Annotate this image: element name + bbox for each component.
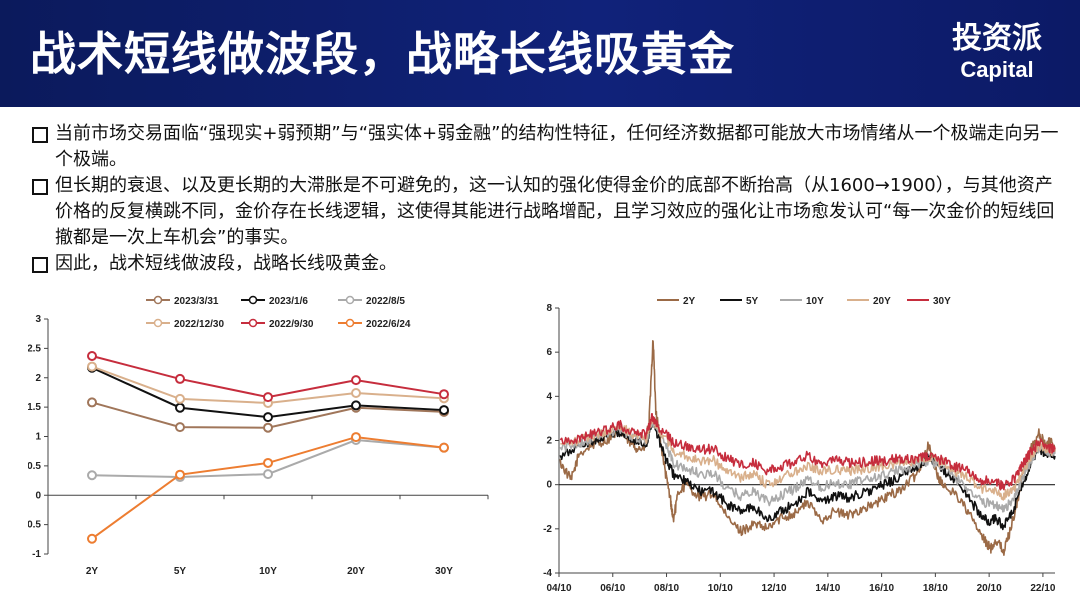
legend-marker	[153, 318, 163, 328]
data-point	[263, 469, 273, 480]
x-tick-label: 10Y	[259, 566, 277, 577]
y-tick-label: -0.5	[28, 520, 41, 531]
legend-marker	[153, 295, 163, 305]
legend-marker	[248, 318, 258, 328]
x-tick-label: 20Y	[347, 566, 365, 577]
checkbox-square-icon	[32, 127, 48, 143]
data-point	[87, 533, 97, 544]
x-tick-label: 20/10	[977, 583, 1002, 594]
y-tick-label: 3	[35, 314, 41, 325]
slide-header: 战术短线做波段，战略长线吸黄金 投资派 Capital	[0, 0, 1080, 107]
data-point	[351, 375, 361, 386]
bullet-list: 当前市场交易面临“强现实+弱预期”与“强实体+弱金融”的结构性特征，任何经济数据…	[32, 121, 1062, 277]
y-tick-label: 4	[546, 391, 552, 402]
y-tick-label: 2	[35, 373, 41, 384]
data-point	[439, 442, 449, 453]
data-point	[351, 388, 361, 399]
legend-label: 2022/12/30	[174, 319, 224, 330]
data-point	[263, 457, 273, 468]
data-point	[175, 402, 185, 413]
legend-label: 2023/1/6	[269, 296, 308, 307]
y-tick-label: 0	[35, 490, 41, 501]
bullet-text: 但长期的衰退、以及更长期的大滞胀是不可避免的，这一认知的强化使得金价的底部不断抬…	[55, 175, 1055, 248]
x-tick-label: 14/10	[815, 583, 840, 594]
logo-en-text: Capital	[960, 57, 1034, 82]
x-tick-label: 22/10	[1030, 583, 1055, 594]
data-point	[263, 392, 273, 403]
bullet-item: 但长期的衰退、以及更长期的大滞胀是不可避免的，这一认知的强化使得金价的底部不断抬…	[32, 173, 1062, 251]
x-tick-label: 04/10	[546, 583, 571, 594]
data-point	[263, 412, 273, 423]
series-line	[559, 339, 1056, 557]
checkbox-square-icon	[32, 257, 48, 273]
y-tick-label: 6	[546, 347, 552, 358]
y-tick-label: 2.5	[28, 343, 41, 354]
legend-label: 2023/3/31	[174, 296, 219, 307]
logo-cn-text: 投资派	[952, 21, 1042, 56]
data-point	[175, 393, 185, 404]
data-point	[175, 373, 185, 384]
data-point	[351, 400, 361, 411]
legend-label: 2022/6/24	[366, 319, 411, 330]
legend-label: 30Y	[933, 296, 951, 307]
y-tick-label: 1	[35, 432, 41, 443]
data-point	[263, 422, 273, 433]
bullet-item: 因此，战术短线做波段，战略长线吸黄金。	[32, 251, 1062, 277]
legend-label: 10Y	[806, 296, 824, 307]
yield-curve-svg: -1 -0.5 0 0.5 1 1.5 2 2.5 3 2Y 5Y 10Y 20Y 30Y 2023/3/3…	[24, 295, 489, 577]
x-tick-label: 06/10	[600, 583, 625, 594]
yield-timeseries-svg: -4 -2 0 2 4 6 8 04/10 06/10 08/10 10/10 12/10 14/10 1…	[543, 296, 1056, 594]
data-point	[175, 469, 185, 480]
data-point	[351, 432, 361, 443]
bullet-text: 因此，战术短线做波段，战略长线吸黄金。	[55, 253, 397, 274]
data-point	[439, 405, 449, 416]
legend-marker	[345, 295, 355, 305]
yield-curve-chart: -1 -0.5 0 0.5 1 1.5 2 2.5 3 2Y 5Y 10Y 20Y 30Y 2023/3/3…	[24, 288, 498, 588]
brand-logo: 投资派 Capital	[952, 22, 1042, 84]
y-tick-label: -2	[543, 524, 552, 535]
x-tick-label: 12/10	[762, 583, 787, 594]
legend-label: 20Y	[873, 296, 891, 307]
y-tick-label: 8	[546, 303, 552, 314]
x-tick-label: 10/10	[708, 583, 733, 594]
y-tick-label: 2	[546, 436, 552, 447]
data-point	[87, 351, 97, 362]
data-point	[87, 470, 97, 481]
data-point	[87, 397, 97, 408]
legend-label: 5Y	[746, 296, 759, 307]
y-tick-label: 1.5	[28, 402, 41, 413]
x-tick-label: 16/10	[869, 583, 894, 594]
bullet-item: 当前市场交易面临“强现实+弱预期”与“强实体+弱金融”的结构性特征，任何经济数据…	[32, 121, 1062, 173]
y-tick-label: -4	[543, 568, 552, 579]
legend-label: 2022/8/5	[366, 296, 405, 307]
x-tick-label: 30Y	[435, 566, 453, 577]
series-line	[91, 436, 445, 540]
legend-marker	[345, 318, 355, 328]
yield-timeseries-chart: -4 -2 0 2 4 6 8 04/10 06/10 08/10 10/10 12/10 14/10 1…	[537, 290, 1070, 600]
x-tick-label: 2Y	[86, 566, 99, 577]
legend-label: 2022/9/30	[269, 319, 314, 330]
bullet-text: 当前市场交易面临“强现实+弱预期”与“强实体+弱金融”的结构性特征，任何经济数据…	[55, 123, 1059, 170]
y-tick-label: 0	[546, 480, 552, 491]
series-line	[559, 413, 1056, 491]
data-point	[439, 389, 449, 400]
checkbox-square-icon	[32, 179, 48, 195]
y-tick-label: -1	[32, 549, 41, 560]
x-tick-label: 5Y	[174, 566, 187, 577]
x-tick-label: 08/10	[654, 583, 679, 594]
x-tick-label: 18/10	[923, 583, 948, 594]
data-point	[175, 422, 185, 433]
data-point	[87, 361, 97, 372]
legend-label: 2Y	[683, 296, 696, 307]
legend-marker	[248, 295, 258, 305]
slide-title: 战术短线做波段，战略长线吸黄金	[30, 27, 735, 81]
y-tick-label: 0.5	[28, 461, 41, 472]
